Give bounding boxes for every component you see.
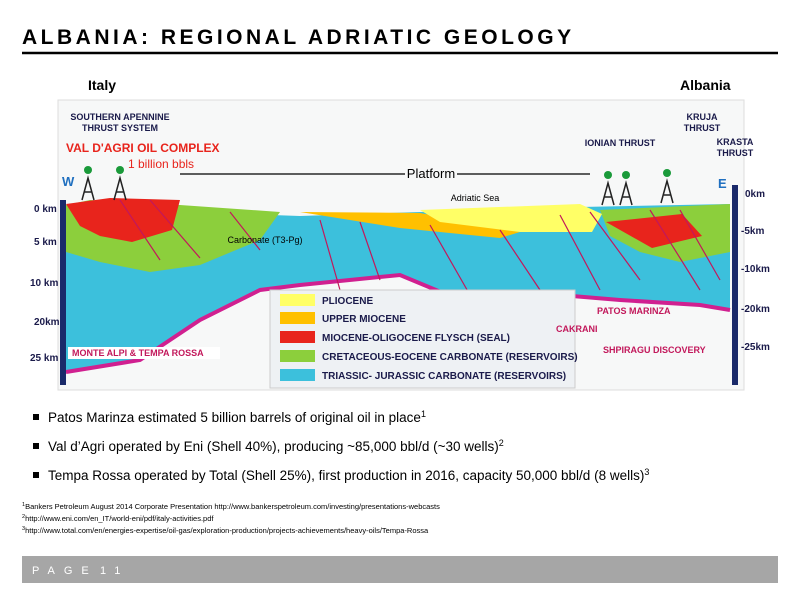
depth-label: 0 km xyxy=(34,204,57,215)
depth-label: -25km xyxy=(741,342,770,353)
region-label: Italy xyxy=(88,77,116,93)
depth-bar xyxy=(732,185,738,385)
title: ALBANIA: REGIONAL ADRIATIC GEOLOGY xyxy=(22,26,575,49)
cross-section: Italy Albania Platform Adriatic Sea Carb… xyxy=(30,77,770,391)
field-label: PATOS MARINZA xyxy=(597,306,671,316)
label-bg xyxy=(405,165,457,181)
fault-lines xyxy=(119,199,721,296)
footer-bar xyxy=(22,556,778,583)
thrust-label: KRASTA xyxy=(717,137,754,147)
bullet-marker xyxy=(33,443,39,449)
page-label: PAGE xyxy=(32,565,98,577)
depth-label: 25 km xyxy=(30,353,58,364)
thrust-label: THRUST xyxy=(684,123,721,133)
field-label: CAKRANI xyxy=(556,324,598,334)
bullet: Val d’Agri operated by Eni (Shell 40%), … xyxy=(48,438,504,454)
direction-label: E xyxy=(718,176,727,191)
thrust-label: THRUST xyxy=(717,148,754,158)
legend-swatch xyxy=(280,331,315,343)
depth-label: -10km xyxy=(741,264,770,275)
wells xyxy=(81,175,674,206)
depth-label: -5km xyxy=(741,226,764,237)
thrust-label: KRUJA xyxy=(686,112,718,122)
pliocene-layer xyxy=(420,204,602,232)
complex-label: VAL D'AGRI OIL COMPLEX xyxy=(66,141,220,155)
basement-line xyxy=(65,272,731,374)
sea-label: Adriatic Sea xyxy=(451,193,500,203)
legend-swatch xyxy=(280,294,315,306)
direction-label: W xyxy=(62,174,75,189)
bullet-marker xyxy=(33,414,39,420)
legend-label: MIOCENE-OLIGOCENE FLYSCH (SEAL) xyxy=(322,333,510,344)
legend-label: PLIOCENE xyxy=(322,296,373,307)
depth-label: 5 km xyxy=(34,237,57,248)
legend-box xyxy=(269,289,576,389)
field-label: MONTE ALPI & TEMPA ROSSA xyxy=(72,348,204,358)
bullet-marker xyxy=(33,472,39,478)
legend-swatch xyxy=(280,369,315,381)
region-label: Albania xyxy=(680,77,731,93)
legend-label: TRIASSIC- JURASSIC CARBONATE (RESERVOIRS… xyxy=(322,371,566,382)
flysch-layer xyxy=(66,198,180,242)
bullets: Patos Marinza estimated 5 billion barrel… xyxy=(33,409,649,483)
flysch-layer xyxy=(606,214,702,248)
thrust-label: IONIAN THRUST xyxy=(585,138,656,148)
footnote: 3http://www.total.com/en/energies-expert… xyxy=(22,526,429,535)
depth-label: 0km xyxy=(745,189,765,200)
miocene-layer xyxy=(300,212,520,238)
bullet: Tempa Rossa operated by Total (Shell 25%… xyxy=(48,467,649,483)
legend-label: UPPER MIOCENE xyxy=(322,314,406,325)
footnote: 1Bankers Petroleum August 2014 Corporate… xyxy=(22,502,440,511)
footnote: 2http://www.eni.com/en_IT/world-eni/pdf/… xyxy=(22,514,214,523)
bullet: Patos Marinza estimated 5 billion barrel… xyxy=(48,409,426,425)
depth-label: 10 km xyxy=(30,278,58,289)
well-dots xyxy=(84,166,671,179)
legend-label: CRETACEOUS-EOCENE CARBONATE (RESERVOIRS) xyxy=(322,352,578,363)
field-label: SHPIRAGU DISCOVERY xyxy=(603,345,706,355)
thrust-label: SOUTHERN APENNINE xyxy=(70,112,169,122)
legend-swatch xyxy=(280,312,315,324)
depth-label: -20km xyxy=(741,304,770,315)
carbonate-label: Carbonate (T3-Pg) xyxy=(227,235,302,245)
page-number: 11 xyxy=(100,565,129,577)
reserves-label: 1 billion bbls xyxy=(128,157,194,171)
label-bg xyxy=(68,347,220,359)
thrust-label: THRUST SYSTEM xyxy=(82,123,158,133)
depth-bar xyxy=(60,200,66,385)
platform-label: Platform xyxy=(407,166,455,181)
footnotes: 1Bankers Petroleum August 2014 Corporate… xyxy=(22,502,440,535)
legend-swatch xyxy=(280,350,315,362)
depth-label: 20km xyxy=(34,317,60,328)
